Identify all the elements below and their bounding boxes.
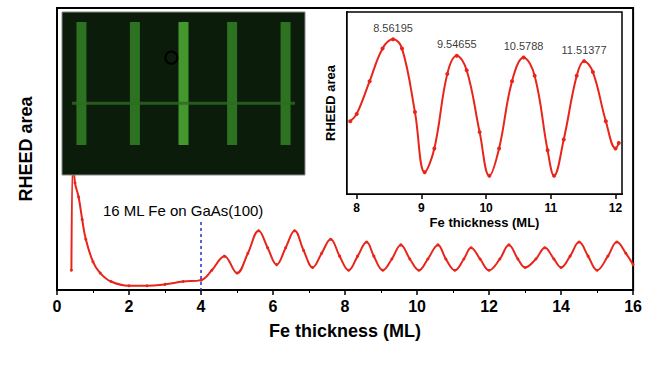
svg-text:0: 0 bbox=[53, 298, 62, 315]
svg-text:9.54655: 9.54655 bbox=[437, 38, 477, 50]
svg-text:2: 2 bbox=[125, 298, 134, 315]
svg-text:Fe thickness (ML): Fe thickness (ML) bbox=[269, 321, 421, 341]
svg-text:10: 10 bbox=[408, 298, 426, 315]
svg-text:16 ML Fe on GaAs(100): 16 ML Fe on GaAs(100) bbox=[103, 202, 263, 219]
svg-text:8: 8 bbox=[341, 298, 350, 315]
svg-text:RHEED area: RHEED area bbox=[16, 95, 36, 201]
svg-text:12: 12 bbox=[609, 201, 623, 215]
svg-text:RHEED area: RHEED area bbox=[323, 64, 338, 141]
svg-text:8.56195: 8.56195 bbox=[373, 22, 413, 34]
svg-text:4: 4 bbox=[197, 298, 206, 315]
svg-text:10: 10 bbox=[479, 201, 493, 215]
svg-text:6: 6 bbox=[269, 298, 278, 315]
svg-text:11: 11 bbox=[544, 201, 557, 215]
svg-text:12: 12 bbox=[480, 298, 498, 315]
svg-text:11.51377: 11.51377 bbox=[562, 44, 607, 56]
svg-text:16: 16 bbox=[624, 298, 642, 315]
svg-text:8: 8 bbox=[353, 201, 360, 215]
svg-text:10.5788: 10.5788 bbox=[504, 40, 544, 52]
svg-text:14: 14 bbox=[552, 298, 570, 315]
svg-text:9: 9 bbox=[418, 201, 425, 215]
svg-text:Fe thickness (ML): Fe thickness (ML) bbox=[430, 215, 540, 230]
